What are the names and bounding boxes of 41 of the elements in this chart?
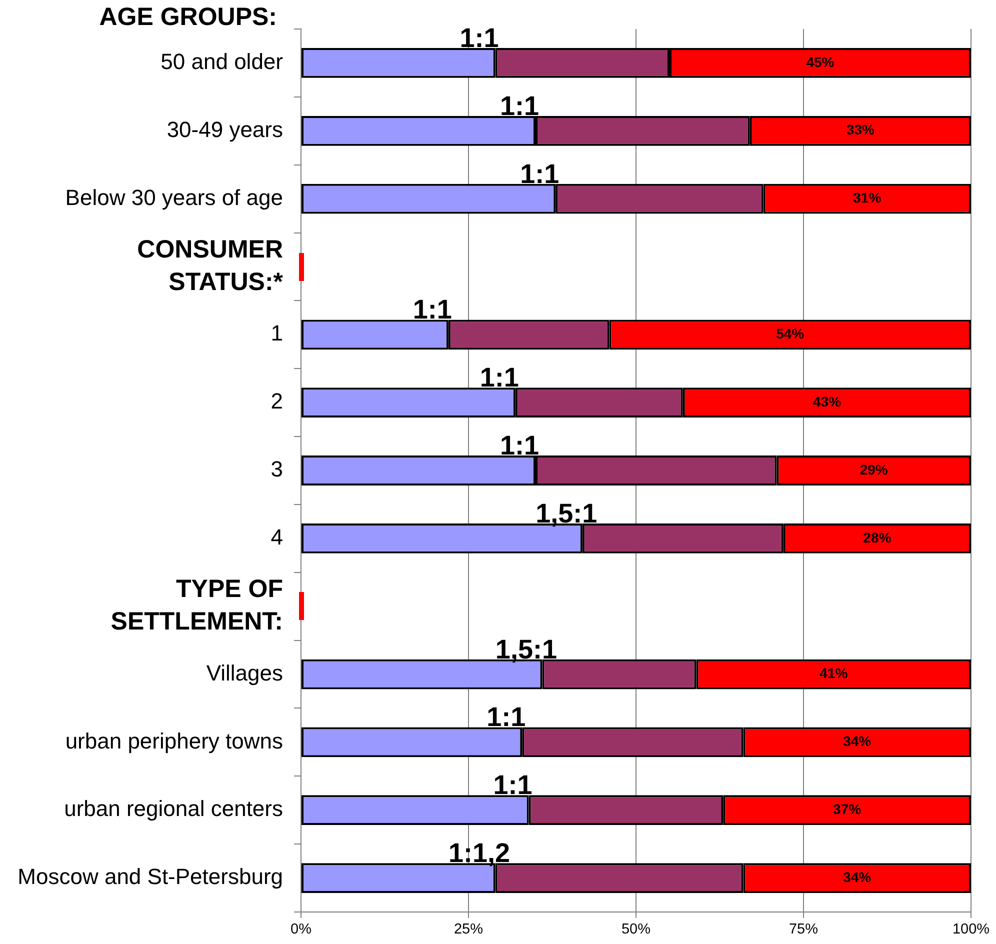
y-tick-label: Below 30 years of age <box>65 184 283 210</box>
y-tick-label: 2 <box>270 388 283 414</box>
text: TYPE OF SETTLEMENT: <box>110 574 283 636</box>
data-label: 45% <box>806 54 835 70</box>
y-tick-label: 4 <box>270 524 283 550</box>
text: CONSUMER STATUS:* <box>137 235 284 296</box>
x-tick-label: 50% <box>621 922 651 938</box>
y-tick-label: urban regional centers <box>64 796 283 822</box>
data-label: 33% <box>846 122 876 138</box>
data-label: 1:1 <box>486 702 526 732</box>
data-label: 1:1 <box>480 362 519 393</box>
x-tick-label: 100% <box>952 922 990 938</box>
data-label: 1:1 <box>520 158 560 189</box>
y-tick-label: urban periphery towns <box>65 728 283 754</box>
x-tick-label: 75% <box>788 922 818 938</box>
data-label: 1:1 <box>500 90 540 121</box>
data-label: 1:1 <box>500 430 540 461</box>
y-tick-label: 50 and older <box>160 49 283 74</box>
data-label: 54% <box>776 326 805 342</box>
y-tick-label: 3 <box>270 456 283 482</box>
x-tick-label: 25% <box>454 922 484 938</box>
data-label: 1,5:1 <box>536 498 598 528</box>
data-label: 41% <box>820 665 848 682</box>
x-tick-label: 0% <box>290 922 312 938</box>
y-tick-label: Villages <box>206 660 283 686</box>
data-label: 43% <box>812 393 842 410</box>
data-label: 1:1 <box>412 294 452 325</box>
data-label: 37% <box>833 800 862 817</box>
data-label: 34% <box>843 868 872 885</box>
data-label: 1,5:1 <box>495 634 557 664</box>
text: AGE GROUPS: <box>99 2 277 31</box>
y-tick-label: Moscow and St-Petersburg <box>18 864 283 890</box>
data-label: 1:1 <box>460 23 499 54</box>
y-tick-label: 1 <box>270 320 283 346</box>
data-label: 31% <box>853 190 882 206</box>
y-tick-label: 30-49 years <box>166 116 283 142</box>
data-label: 29% <box>860 461 888 478</box>
data-label: 34% <box>843 733 872 750</box>
data-label: 1:1,2 <box>448 838 510 868</box>
data-label: 28% <box>863 529 892 546</box>
data-label: 1:1 <box>493 770 532 800</box>
